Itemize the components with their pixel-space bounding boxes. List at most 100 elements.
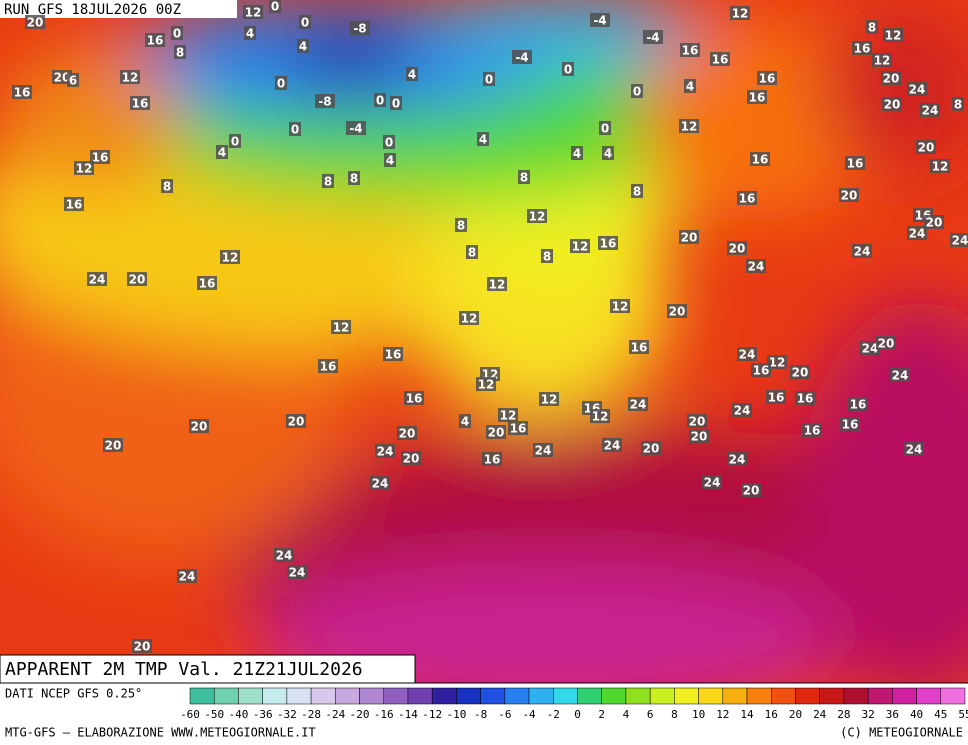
label-box — [766, 390, 786, 404]
label-text: 24 — [952, 234, 968, 248]
label-text: 8 — [468, 246, 476, 260]
label-text: 20 — [681, 231, 698, 245]
value-label: 20 — [641, 441, 661, 456]
legend-swatch — [601, 687, 627, 705]
value-label: 12 — [767, 355, 787, 370]
label-box — [274, 548, 294, 562]
value-label: 12 — [570, 239, 590, 254]
label-box — [757, 71, 777, 85]
value-label: 4 — [216, 145, 228, 160]
legend-swatch — [383, 687, 409, 705]
value-label: 20 — [876, 336, 896, 351]
label-text: 24 — [276, 549, 293, 563]
legend-tick-label: 45 — [934, 708, 947, 721]
value-label: 12 — [930, 159, 950, 174]
label-text: 0 — [564, 63, 572, 77]
label-box — [848, 397, 868, 411]
label-text: 20 — [689, 415, 706, 429]
label-text: 4 — [408, 68, 416, 82]
label-text: 0 — [173, 27, 181, 41]
label-box — [127, 272, 147, 286]
value-label: 16 — [757, 71, 777, 86]
legend-swatch — [746, 687, 772, 705]
value-label: 24 — [177, 569, 197, 584]
label-text: 16 — [510, 422, 527, 436]
value-label: 12 — [243, 5, 263, 20]
label-text: -8 — [318, 95, 331, 109]
label-box — [512, 50, 532, 64]
legend-swatch — [698, 687, 724, 705]
label-text: -4 — [349, 122, 362, 136]
legend-swatch — [359, 687, 384, 705]
value-label: 4 — [477, 132, 489, 147]
legend-tick-label: -32 — [277, 708, 297, 721]
label-box — [406, 67, 418, 81]
legend-swatch — [577, 687, 602, 705]
label-text: 8 — [543, 250, 551, 264]
value-label: 8 — [466, 245, 478, 260]
label-box — [916, 140, 936, 154]
label-text: 16 — [797, 392, 814, 406]
label-box — [466, 245, 478, 259]
label-text: 20 — [792, 366, 809, 380]
value-label: 4 — [384, 153, 396, 168]
value-label: 20 — [727, 241, 747, 256]
legend-tick-label: 55 — [958, 708, 968, 721]
label-box — [197, 276, 217, 290]
label-box — [487, 277, 507, 291]
run-box — [0, 0, 237, 18]
label-text: 16 — [484, 453, 501, 467]
label-box — [952, 97, 964, 111]
value-label: 12 — [590, 409, 610, 424]
value-label: 16 — [802, 423, 822, 438]
value-label: 24 — [370, 476, 390, 491]
label-text: 20 — [883, 72, 900, 86]
label-box — [374, 93, 386, 107]
legend-swatch — [528, 687, 554, 705]
label-text: 24 — [862, 342, 879, 356]
label-box — [687, 414, 707, 428]
value-label: 12 — [476, 377, 496, 392]
legend-swatch — [504, 687, 530, 705]
value-label: 4 — [244, 26, 256, 41]
value-label: 16 — [318, 359, 338, 374]
label-text: 4 — [386, 154, 394, 168]
label-text: 12 — [769, 356, 786, 370]
legend-tick-label: 40 — [910, 708, 923, 721]
value-label: 24 — [727, 452, 747, 467]
value-label: 20 — [401, 451, 421, 466]
label-text: 24 — [748, 260, 765, 274]
label-text: 16 — [752, 153, 769, 167]
label-box — [746, 259, 766, 273]
value-label: 16 — [750, 152, 770, 167]
legend-tick-label: 8 — [671, 708, 678, 721]
label-box — [950, 233, 968, 247]
label-box — [751, 363, 771, 377]
label-box — [508, 421, 528, 435]
label-text: -4 — [515, 51, 528, 65]
label-box — [120, 70, 140, 84]
label-box — [518, 170, 530, 184]
value-label: 0 — [229, 134, 241, 149]
legend-swatch — [431, 687, 457, 705]
label-box — [243, 5, 263, 19]
label-box — [710, 52, 730, 66]
label-text: 20 — [841, 189, 858, 203]
value-label: 24 — [274, 548, 294, 563]
value-label: 24 — [852, 244, 872, 259]
label-box — [269, 0, 281, 13]
legend-tick-label: -12 — [422, 708, 442, 721]
value-label: 16 — [508, 421, 528, 436]
legend-tick-label: 4 — [623, 708, 630, 721]
label-box — [533, 443, 553, 457]
label-text: 24 — [892, 369, 909, 383]
label-text: 24 — [372, 477, 389, 491]
label-box — [64, 197, 84, 211]
value-label: 12 — [487, 277, 507, 292]
legend-tick-label: -20 — [350, 708, 370, 721]
legend-swatch — [771, 687, 796, 705]
label-text: -4 — [593, 14, 606, 28]
label-text: 12 — [245, 6, 262, 20]
legend-tick-label: 36 — [886, 708, 899, 721]
label-text: 12 — [222, 251, 239, 265]
